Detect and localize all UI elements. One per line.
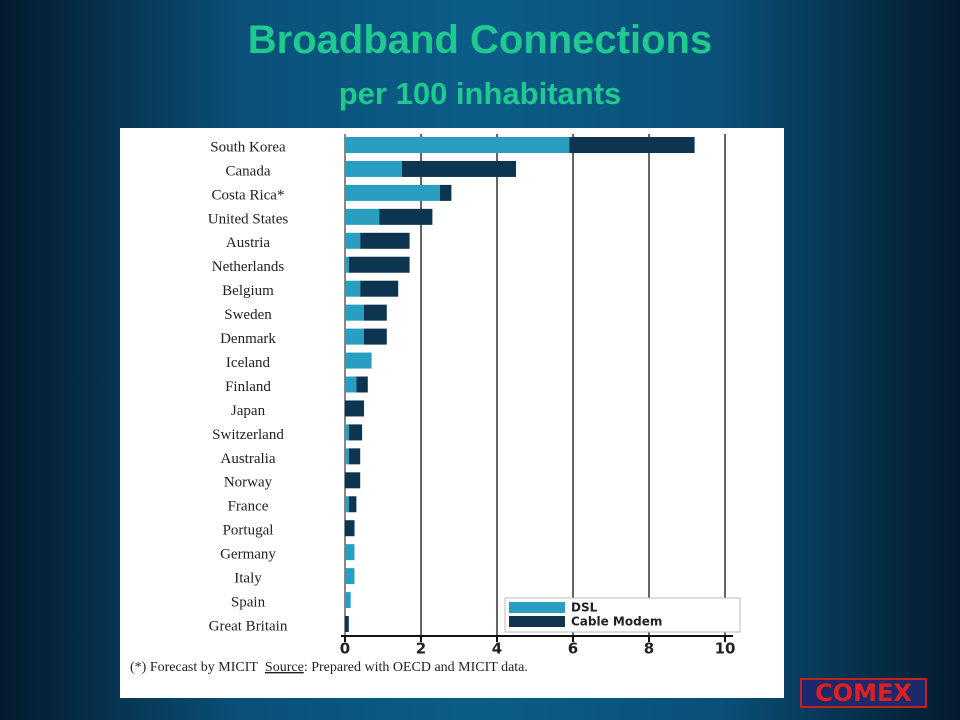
bar-segment: [348, 256, 410, 273]
y-tick-label: Switzerland: [212, 427, 284, 443]
y-tick-label: Denmark: [220, 331, 276, 347]
bar-segment: [345, 280, 361, 297]
bar-segment: [360, 232, 410, 249]
bar-segment: [345, 472, 361, 489]
bar-segment: [345, 232, 361, 249]
bar-segment: [348, 496, 357, 513]
bar-segment: [345, 448, 349, 465]
bar-segment: [345, 496, 349, 513]
x-tick-label: 8: [644, 640, 654, 658]
bar-segment: [345, 568, 355, 585]
bar-segment: [569, 137, 695, 153]
x-tick-label: 2: [416, 640, 426, 658]
y-tick-label: Germany: [220, 547, 276, 563]
bar-segment: [440, 184, 452, 201]
y-tick-label: Finland: [225, 379, 271, 395]
legend-swatch: [509, 602, 565, 613]
legend-label: Cable Modem: [571, 615, 662, 629]
bar-segment: [345, 160, 402, 177]
bar-segment: [348, 448, 361, 465]
y-tick-label: Spain: [231, 594, 266, 610]
bar-segment: [345, 328, 364, 345]
bar-segment: [356, 376, 368, 393]
x-tick-label: 10: [715, 640, 736, 658]
footnote-source-label: Source: [265, 660, 304, 675]
y-tick-label: Canada: [226, 163, 271, 179]
bar-segment: [364, 328, 387, 345]
bar-segment: [345, 256, 349, 273]
bar-segment: [345, 184, 440, 201]
bar-segment: [345, 544, 355, 561]
bar-segment: [345, 424, 349, 441]
bar-segment: [345, 592, 351, 609]
bar-segment: [348, 424, 363, 441]
y-tick-label: Italy: [234, 571, 262, 587]
x-tick-label: 0: [340, 640, 350, 658]
bar-segment: [360, 280, 399, 297]
x-tick-label: 4: [492, 640, 502, 658]
bar-segment: [345, 400, 364, 417]
y-tick-label: Great Britain: [209, 618, 288, 634]
x-tick-label: 6: [568, 640, 578, 658]
chart: 0 2 4 6 8 10 South Korea Canada Costa Rica* Unite…: [120, 128, 784, 698]
y-tick-label: Portugal: [223, 523, 274, 539]
bar-segment: [345, 137, 570, 153]
slide-subtitle: per 100 inhabitants: [338, 76, 622, 111]
footnote: (*) Forecast by MICIT Source: Prepared w…: [130, 660, 528, 675]
bar-segment: [345, 304, 364, 321]
y-tick-label: Austria: [226, 235, 271, 251]
bar-segment: [345, 376, 357, 393]
footnote-source-text: : Prepared with OECD and MICIT data.: [304, 660, 528, 675]
y-tick-label: Norway: [224, 475, 273, 491]
bar-segment: [345, 520, 355, 537]
slide-title: Broadband Connections: [247, 18, 713, 62]
bar-segment: [364, 304, 387, 321]
bar-segment: [345, 616, 349, 632]
y-tick-label: Iceland: [226, 355, 271, 371]
logo: COMEX: [800, 678, 927, 708]
legend-label: DSL: [571, 601, 598, 615]
legend-swatch: [509, 616, 565, 627]
y-tick-label: Costa Rica*: [212, 187, 285, 203]
y-tick-label: France: [228, 499, 269, 515]
y-tick-label: Australia: [221, 451, 276, 467]
bar-segment: [402, 160, 516, 177]
footnote-note: (*) Forecast by MICIT: [130, 660, 258, 675]
y-tick-label: Sweden: [224, 307, 272, 323]
y-tick-label: Belgium: [222, 283, 274, 299]
bar-segment: [345, 352, 372, 369]
bar-segment: [379, 208, 433, 225]
y-tick-label: Japan: [231, 403, 266, 419]
y-tick-label: Netherlands: [212, 259, 285, 275]
y-tick-label: United States: [208, 211, 289, 227]
bar-segment: [345, 208, 380, 225]
y-tick-label: South Korea: [210, 139, 286, 155]
